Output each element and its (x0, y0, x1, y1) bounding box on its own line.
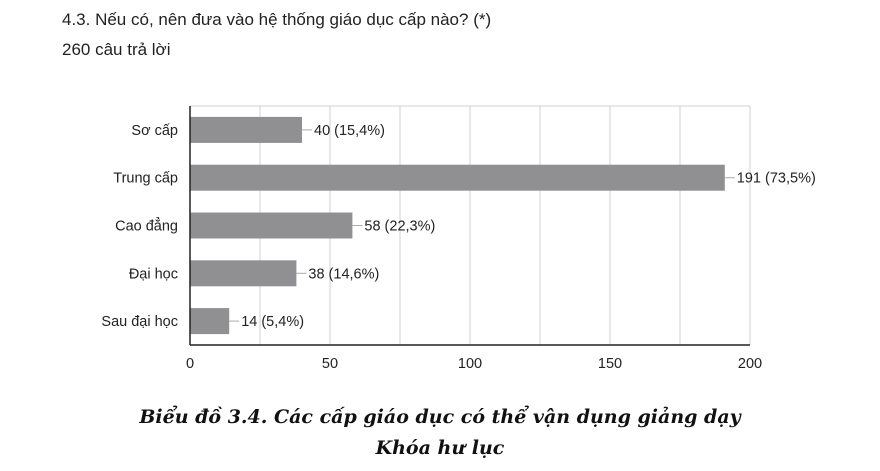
bar (190, 164, 725, 191)
category-label: Sơ cấp (131, 123, 178, 139)
bar (190, 116, 302, 143)
x-tick-label: 50 (322, 356, 338, 372)
caption-line-1: Biểu đồ 3.4. Các cấp giáo dục có thể vận… (139, 406, 741, 428)
x-tick-label: 100 (458, 356, 482, 372)
question-title: 4.3. Nếu có, nên đưa vào hệ thống giáo d… (62, 10, 492, 29)
data-label: 14 (5,4%) (241, 314, 304, 330)
x-tick-label: 200 (738, 356, 762, 372)
category-label: Đại học (129, 266, 178, 282)
response-count: 260 câu trả lời (62, 40, 171, 59)
bar (190, 308, 230, 335)
bar (190, 260, 297, 287)
category-label: Sau đại học (101, 314, 178, 330)
bar-chart: Sơ cấp 40 (15,4%) Trung cấp 191 (73,5%) Cao … (101, 105, 816, 372)
data-label: 191 (73,5%) (737, 171, 816, 187)
data-label: 40 (15,4%) (314, 123, 385, 139)
bar (190, 212, 353, 239)
caption-line-2: Khóa hư lục (375, 437, 505, 459)
data-label: 58 (22,3%) (364, 219, 435, 235)
x-tick-label: 0 (186, 356, 194, 372)
x-tick-label: 150 (598, 356, 622, 372)
category-label: Trung cấp (113, 171, 178, 187)
data-label: 38 (14,6%) (308, 266, 379, 282)
category-label: Cao đẳng (115, 217, 178, 235)
